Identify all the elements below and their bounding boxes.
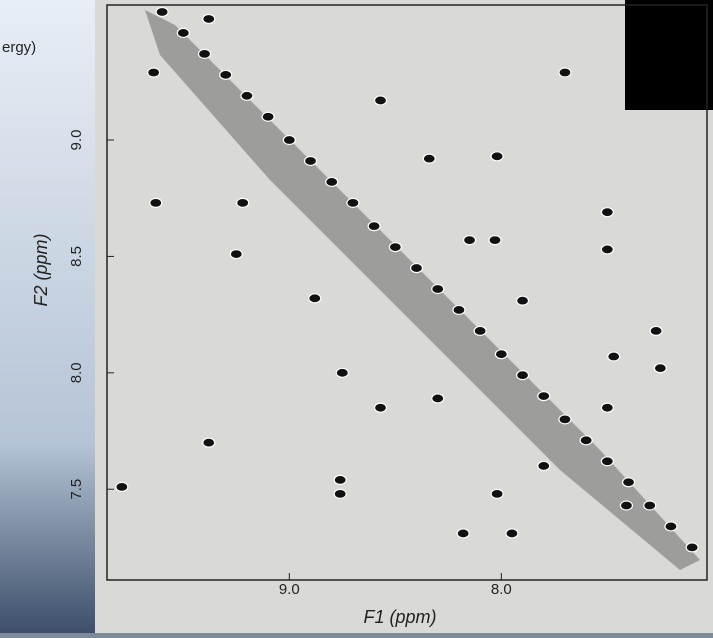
peak xyxy=(558,414,572,425)
peak xyxy=(431,283,445,295)
peak xyxy=(494,349,508,360)
peak xyxy=(488,235,502,246)
peak xyxy=(373,402,388,413)
peak xyxy=(388,242,402,253)
peak xyxy=(621,477,636,488)
peak xyxy=(409,262,424,274)
peak xyxy=(219,69,233,80)
peak xyxy=(229,248,243,260)
peak xyxy=(600,402,614,413)
peak xyxy=(490,151,504,162)
y-tick-label: 9.0 xyxy=(68,130,85,151)
peak xyxy=(619,500,634,511)
peak xyxy=(685,542,699,553)
y-tick-label: 8.5 xyxy=(68,246,85,267)
x-axis-title: F1 (ppm) xyxy=(363,607,436,627)
black-patch xyxy=(625,0,713,110)
peak xyxy=(303,155,318,167)
peak xyxy=(664,521,678,532)
peak xyxy=(600,456,614,467)
peak xyxy=(197,48,212,59)
y-tick-label: 8.0 xyxy=(68,362,85,383)
peak xyxy=(240,90,254,101)
peak xyxy=(537,390,551,402)
peak xyxy=(515,295,530,306)
peak xyxy=(558,67,572,78)
peak xyxy=(333,488,347,499)
peak xyxy=(649,325,663,337)
peak xyxy=(335,367,349,378)
peak xyxy=(505,528,519,539)
y-axis-title: F2 (ppm) xyxy=(31,233,51,306)
peak xyxy=(373,95,388,106)
peak xyxy=(607,351,621,362)
annotation: ergy) xyxy=(2,39,36,56)
y-tick-label: 7.5 xyxy=(68,479,85,500)
peak xyxy=(236,197,250,208)
slide-background xyxy=(0,0,110,633)
peak xyxy=(333,474,347,485)
peak xyxy=(155,6,169,18)
peak xyxy=(456,528,470,539)
plot-frame xyxy=(106,4,708,581)
peak xyxy=(325,176,339,188)
peak xyxy=(308,293,322,304)
peak xyxy=(176,27,190,39)
paper xyxy=(95,0,713,633)
peak xyxy=(452,304,466,316)
peak xyxy=(462,235,477,246)
peak xyxy=(579,435,593,446)
peak xyxy=(115,481,129,492)
peak xyxy=(490,488,504,499)
peak xyxy=(202,437,216,448)
peak xyxy=(643,500,657,511)
peak xyxy=(600,244,614,255)
peak xyxy=(367,221,381,232)
peak xyxy=(537,460,551,472)
x-tick-label: 9.0 xyxy=(279,581,300,598)
peak xyxy=(261,111,275,122)
peak xyxy=(422,153,436,164)
peak xyxy=(346,197,360,208)
peak xyxy=(202,13,216,25)
peak xyxy=(473,325,487,337)
peak xyxy=(515,370,530,381)
peak xyxy=(600,207,614,218)
peak xyxy=(149,197,163,208)
diagonal-band xyxy=(145,10,700,570)
x-tick-label: 8.0 xyxy=(491,581,512,598)
peak xyxy=(653,363,667,374)
peak xyxy=(147,67,161,78)
peak xyxy=(431,393,445,404)
peak xyxy=(282,134,296,146)
